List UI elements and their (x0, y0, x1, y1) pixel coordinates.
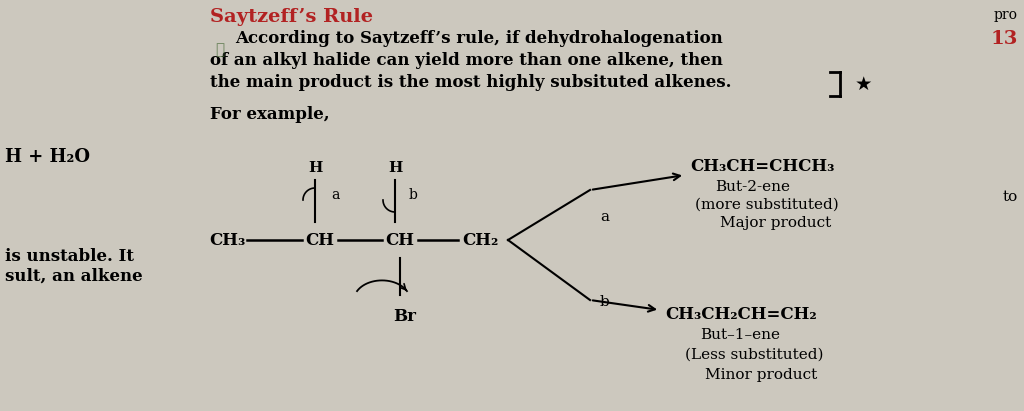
Text: Saytzeff’s Rule: Saytzeff’s Rule (210, 8, 373, 26)
Text: CH₂: CH₂ (462, 231, 498, 249)
Text: According to Saytzeff’s rule, if dehydrohalogenation: According to Saytzeff’s rule, if dehydro… (234, 30, 723, 47)
Text: is unstable. It: is unstable. It (5, 248, 134, 265)
Text: But-2-ene: But-2-ene (715, 180, 790, 194)
Text: pro: pro (994, 8, 1018, 22)
Text: (Less substituted): (Less substituted) (685, 348, 823, 362)
Text: sult, an alkene: sult, an alkene (5, 268, 142, 285)
Text: b: b (409, 188, 418, 202)
Text: CH₃CH=CHCH₃: CH₃CH=CHCH₃ (690, 158, 835, 175)
Text: of an alkyl halide can yield more than one alkene, then: of an alkyl halide can yield more than o… (210, 52, 723, 69)
Text: Minor product: Minor product (705, 368, 817, 382)
Text: CH: CH (385, 231, 415, 249)
Text: 🌿: 🌿 (215, 42, 224, 57)
Text: CH₃: CH₃ (209, 231, 245, 249)
Text: CH₃CH₂CH=CH₂: CH₃CH₂CH=CH₂ (665, 306, 816, 323)
Text: H: H (388, 161, 402, 175)
Text: ★: ★ (855, 74, 872, 93)
Text: the main product is the most highly subsituted alkenes.: the main product is the most highly subs… (210, 74, 731, 91)
Text: a: a (331, 188, 339, 202)
Text: (more substituted): (more substituted) (695, 198, 839, 212)
Text: Major product: Major product (720, 216, 831, 230)
Text: H: H (308, 161, 323, 175)
Text: H + H₂O: H + H₂O (5, 148, 90, 166)
Text: 13: 13 (990, 30, 1018, 48)
Text: But–1–ene: But–1–ene (700, 328, 780, 342)
Text: For example,: For example, (210, 106, 330, 123)
Text: b: b (600, 295, 609, 309)
Text: Br: Br (393, 308, 417, 325)
Text: to: to (1002, 190, 1018, 204)
Text: CH: CH (305, 231, 335, 249)
Text: a: a (600, 210, 609, 224)
